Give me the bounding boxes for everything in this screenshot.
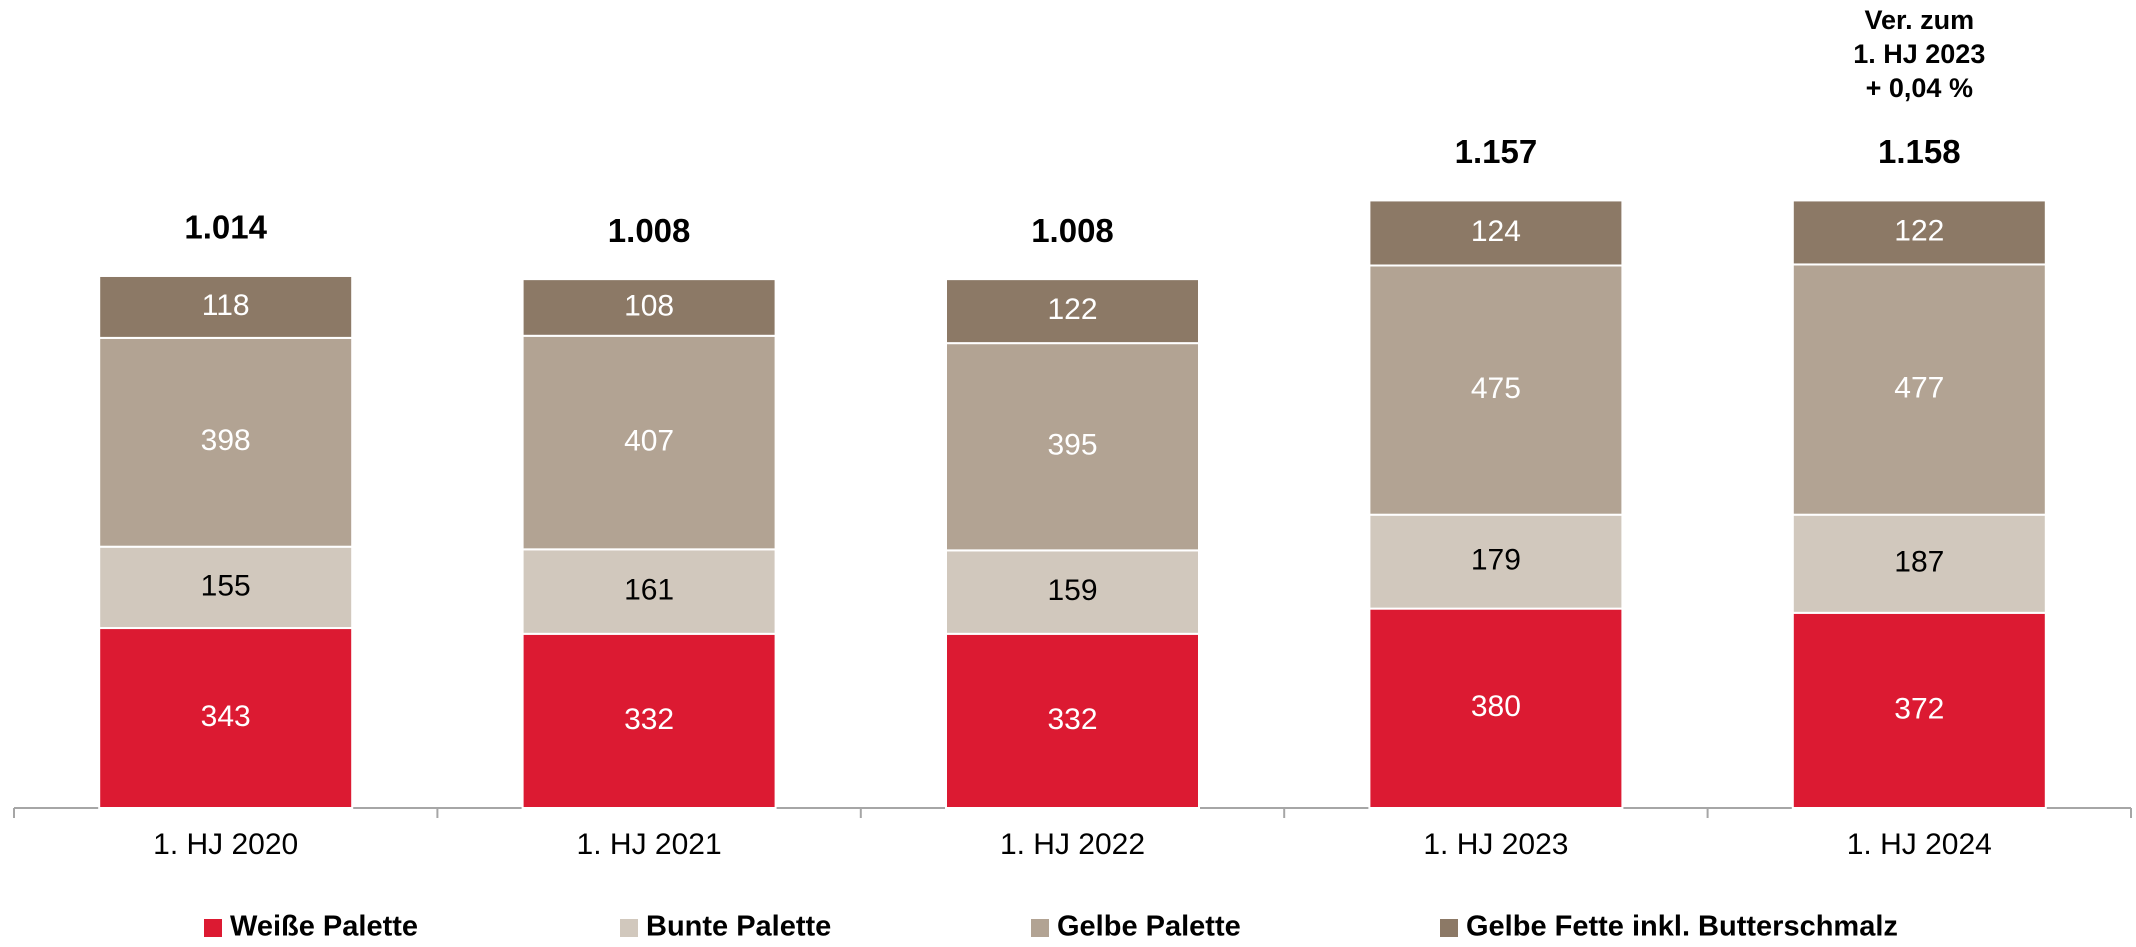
segment-label: 395 <box>1047 429 1097 462</box>
bar-segment <box>945 278 1200 345</box>
bar-segment <box>945 549 1200 635</box>
segment-label: 118 <box>202 289 250 322</box>
bar-segment <box>1368 264 1624 516</box>
total-label: 1.008 <box>1031 212 1114 249</box>
annotation: + 0,04 % <box>1866 73 1973 103</box>
segment-label: 372 <box>1894 692 1944 725</box>
legend-swatch <box>1440 919 1458 937</box>
bar-segment <box>521 632 777 810</box>
total-label: 1.014 <box>184 209 267 246</box>
segment-label: 122 <box>1894 214 1944 247</box>
segment-label: 159 <box>1047 574 1097 607</box>
x-tick-label: 1. HJ 2020 <box>153 828 298 861</box>
bar-segment <box>98 274 354 339</box>
total-label: 1.008 <box>608 212 691 249</box>
segment-label: 124 <box>1471 215 1521 248</box>
segment-label: 407 <box>624 424 674 457</box>
segment-label: 122 <box>1047 293 1097 326</box>
bar-segment <box>521 548 777 635</box>
bar-segment <box>1368 199 1624 267</box>
x-tick-label: 1. HJ 2024 <box>1847 828 1992 861</box>
segment-label: 380 <box>1471 690 1521 723</box>
segment-label: 475 <box>1471 372 1521 405</box>
bar-segment <box>1791 199 2047 266</box>
annotation: 1. HJ 2023 <box>1853 39 1985 69</box>
total-label: 1.158 <box>1878 133 1961 170</box>
legend-swatch <box>620 919 638 937</box>
segment-label: 343 <box>201 700 251 733</box>
bar-segment <box>945 632 1200 810</box>
segment-label: 332 <box>624 703 674 736</box>
bar-segment <box>98 545 354 630</box>
legend-label: Gelbe Palette <box>1057 911 1241 942</box>
segment-label: 187 <box>1894 546 1944 579</box>
x-tick-label: 1. HJ 2023 <box>1423 828 1568 861</box>
legend-swatch <box>204 919 222 937</box>
segment-label: 155 <box>201 569 251 602</box>
annotation: Ver. zum <box>1865 5 1975 35</box>
x-tick-label: 1. HJ 2022 <box>1000 828 1145 861</box>
bar-segment <box>945 342 1200 552</box>
bar-segment <box>98 336 354 548</box>
bar-segment <box>1791 513 2047 614</box>
bar-segment <box>1791 611 2047 810</box>
bar-segment <box>1791 263 2047 516</box>
segment-label: 108 <box>624 289 674 322</box>
legend-label: Weiße Palette <box>230 911 418 942</box>
legend-swatch <box>1031 919 1049 937</box>
segment-label: 179 <box>1471 544 1521 577</box>
legend-label: Gelbe Fette inkl. Butterschmalz <box>1466 911 1898 942</box>
segment-label: 332 <box>1047 703 1097 736</box>
segment-label: 398 <box>201 424 251 457</box>
segment-label: 477 <box>1894 371 1944 404</box>
segment-label: 161 <box>624 573 674 606</box>
bar-segment <box>521 334 777 551</box>
legend-label: Bunte Palette <box>646 911 831 942</box>
bar-segment <box>521 278 777 337</box>
total-label: 1.157 <box>1455 133 1538 170</box>
bar-segment <box>1368 607 1624 809</box>
bar-segment <box>1368 513 1624 610</box>
x-tick-label: 1. HJ 2021 <box>577 828 722 861</box>
bar-segment <box>98 627 354 810</box>
